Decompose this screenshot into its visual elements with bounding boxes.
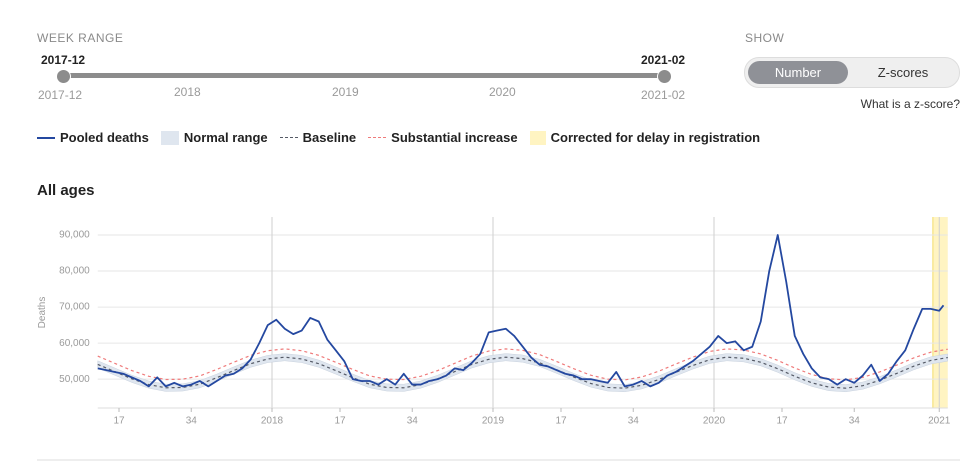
show-label: SHOW	[745, 31, 785, 45]
toggle-option[interactable]: Number	[748, 61, 848, 84]
slider-tick: 2021-02	[641, 88, 686, 102]
chart-title: All ages	[37, 182, 95, 199]
y-tick-label: 50,000	[59, 374, 90, 385]
legend-swatch	[368, 137, 387, 138]
legend-swatch	[37, 136, 55, 139]
x-tick-label: 17	[555, 416, 567, 427]
y-tick-label: 80,000	[59, 266, 90, 277]
line	[97, 234, 945, 388]
x-tick-label: 2020	[703, 416, 726, 427]
range-start: 2017-12	[41, 53, 86, 67]
range-end: 2021-02	[641, 53, 686, 67]
legend-item: Pooled deaths	[37, 130, 149, 145]
legend-item: Normal range	[160, 130, 268, 145]
legend-item: Corrected for delay in registration	[529, 130, 761, 145]
legend-swatch	[279, 137, 298, 138]
x-tick-label: 17	[113, 416, 125, 427]
legend-label: Substantial increase	[391, 130, 518, 145]
y-tick-label: 70,000	[59, 302, 90, 313]
x-tick-label: 34	[849, 416, 861, 427]
normal-range	[97, 353, 948, 393]
toggle-option[interactable]: Z-scores	[877, 65, 929, 80]
legend-label: Normal range	[183, 130, 268, 145]
slider-tick: 2020	[489, 85, 516, 99]
legend-item: Substantial increase	[368, 130, 518, 145]
x-tick-label: 2021	[928, 416, 951, 427]
legend-label: Pooled deaths	[60, 130, 149, 145]
dashed-line	[97, 356, 948, 389]
slider-tick: 2019	[332, 85, 359, 99]
slider-handle-end[interactable]	[657, 69, 672, 84]
y-axis-label: Deaths	[37, 297, 48, 329]
x-tick-label: 2019	[482, 416, 505, 427]
x-tick-label: 34	[628, 416, 640, 427]
slider-handle-start[interactable]	[56, 69, 71, 84]
y-tick-label: 90,000	[59, 230, 90, 241]
y-tick-label: 60,000	[59, 338, 90, 349]
x-tick-label: 34	[407, 416, 419, 427]
help-link[interactable]: What is a z-score?	[860, 97, 960, 111]
legend-item: Baseline	[279, 130, 357, 145]
x-tick-label: 17	[776, 416, 788, 427]
toggle: Number Z-scores	[744, 57, 960, 88]
x-tick-label: 17	[334, 416, 346, 427]
x-tick-label: 34	[186, 416, 198, 427]
slider-tick: 2018	[174, 85, 201, 99]
legend-swatch	[160, 130, 179, 145]
slider-tick: 2017-12	[38, 88, 83, 102]
legend-label: Corrected for delay in registration	[550, 130, 761, 145]
dashed-line	[97, 348, 948, 381]
x-tick-label: 2018	[261, 416, 284, 427]
week-range-label: WEEK RANGE	[37, 31, 124, 45]
legend: Pooled deaths Normal range Baseline Substan…	[37, 130, 760, 145]
legend-label: Baseline	[302, 130, 357, 145]
slider-track[interactable]	[63, 73, 664, 78]
legend-swatch	[529, 130, 546, 145]
